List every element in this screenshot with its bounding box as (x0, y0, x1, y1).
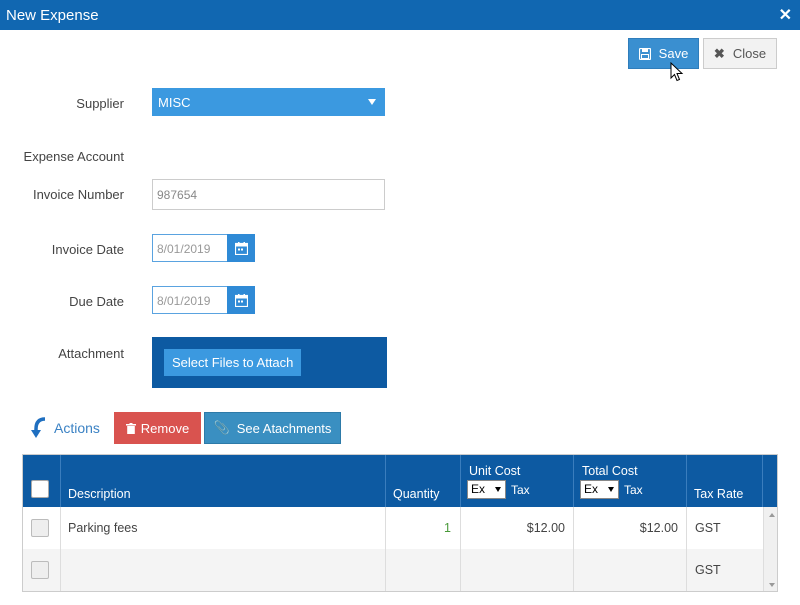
caret-down-icon (368, 99, 376, 105)
save-button-label: Save (658, 46, 689, 61)
select-all-checkbox[interactable] (31, 480, 49, 498)
tax-rate-value: GST (695, 563, 721, 577)
quantity-value: 1 (444, 521, 451, 535)
due-date-label: Due Date (69, 294, 124, 309)
unit-cost-value: $12.00 (526, 521, 565, 535)
trash-icon (125, 422, 136, 434)
header-description[interactable]: Description (61, 455, 386, 507)
header-total-cost-label: Total Cost (582, 464, 638, 478)
supplier-select[interactable]: MISC (152, 88, 385, 116)
invoice-number-value: 987654 (157, 188, 198, 202)
expense-lines-grid: Description Quantity Unit Cost Ex Tax To… (22, 454, 778, 592)
header-tax-rate[interactable]: Tax Rate (687, 455, 763, 507)
invoice-date-input[interactable]: 8/01/2019 (152, 234, 227, 262)
mouse-pointer-icon (670, 62, 684, 82)
calendar-icon (234, 293, 248, 307)
see-attachments-button[interactable]: 📎 See Atachments (204, 412, 341, 444)
invoice-date-picker: 8/01/2019 (152, 234, 255, 262)
description-cell[interactable]: Parking fees (61, 507, 386, 549)
supplier-label: Supplier (76, 96, 124, 111)
description-value: Parking fees (68, 521, 138, 535)
total-cost-tax-label: Tax (624, 482, 643, 497)
actions-label: Actions (54, 420, 100, 436)
attachment-dropzone[interactable]: Select Files to Attach (152, 337, 387, 388)
invoice-number-input[interactable]: 987654 (152, 179, 385, 210)
tax-rate-value: GST (695, 521, 721, 535)
unit-cost-tax-mode: Ex Tax (467, 480, 530, 499)
unit-cost-cell[interactable]: $12.00 (461, 507, 574, 549)
header-unit-cost: Unit Cost Ex Tax (461, 455, 574, 507)
total-cost-tax-mode: Ex Tax (580, 480, 643, 499)
invoice-number-label: Invoice Number (32, 187, 124, 202)
tax-rate-cell[interactable]: GST (687, 549, 763, 591)
quantity-cell[interactable] (386, 549, 461, 591)
quantity-cell[interactable]: 1 (386, 507, 461, 549)
row-checkbox[interactable] (31, 519, 49, 537)
header-quantity-label: Quantity (393, 487, 440, 501)
row-select-cell (23, 507, 61, 549)
header-total-cost: Total Cost Ex Tax (574, 455, 687, 507)
actions-menu[interactable]: Actions (30, 417, 100, 439)
due-date-calendar-button[interactable] (227, 286, 255, 314)
unit-cost-tax-select[interactable]: Ex (467, 480, 506, 499)
due-date-input[interactable]: 8/01/2019 (152, 286, 227, 314)
caret-down-icon (495, 487, 501, 492)
total-cost-tax-select[interactable]: Ex (580, 480, 619, 499)
floppy-disk-icon (638, 47, 651, 60)
close-button[interactable]: ✖ Close (703, 38, 777, 69)
paperclip-icon: 📎 (213, 420, 230, 435)
remove-button[interactable]: Remove (114, 412, 201, 444)
header-quantity[interactable]: Quantity (386, 455, 461, 507)
due-date-value: 8/01/2019 (157, 294, 211, 308)
supplier-value: MISC (158, 95, 191, 110)
row-select-cell (23, 549, 61, 591)
unit-cost-tax-label: Tax (511, 482, 530, 497)
total-cost-cell[interactable]: $12.00 (574, 507, 687, 549)
times-icon: ✖ (713, 45, 725, 61)
total-cost-tax-select-value: Ex (584, 482, 599, 496)
header-unit-cost-label: Unit Cost (469, 464, 521, 478)
invoice-date-label: Invoice Date (51, 242, 124, 257)
grid-header: Description Quantity Unit Cost Ex Tax To… (23, 455, 777, 507)
calendar-icon (234, 241, 248, 255)
total-cost-value: $12.00 (639, 521, 678, 535)
close-icon[interactable]: ✕ (778, 7, 792, 24)
table-row[interactable]: Parking fees 1 $12.00 $12.00 GST (23, 507, 763, 549)
unit-cost-tax-select-value: Ex (471, 482, 486, 496)
total-cost-cell[interactable] (574, 549, 687, 591)
due-date-picker: 8/01/2019 (152, 286, 255, 314)
close-button-label: Close (732, 46, 767, 61)
expense-account-label: Expense Account (23, 149, 124, 164)
header-description-label: Description (68, 487, 131, 501)
attachment-label: Attachment (58, 346, 124, 361)
invoice-date-calendar-button[interactable] (227, 234, 255, 262)
caret-down-icon (608, 487, 614, 492)
remove-button-label: Remove (140, 420, 190, 436)
dialog-title-bar: New Expense ✕ (0, 0, 800, 30)
save-button[interactable]: Save (628, 38, 699, 69)
description-cell[interactable] (61, 549, 386, 591)
see-attachments-label: See Atachments (236, 420, 332, 436)
table-row[interactable]: GST (23, 549, 763, 591)
tax-rate-cell[interactable]: GST (687, 507, 763, 549)
unit-cost-cell[interactable] (461, 549, 574, 591)
scroll-down-icon[interactable] (769, 583, 775, 587)
header-select-all (23, 455, 61, 507)
invoice-date-value: 8/01/2019 (157, 242, 211, 256)
curved-arrow-down-icon (31, 417, 46, 438)
select-files-button[interactable]: Select Files to Attach (164, 349, 302, 376)
row-checkbox[interactable] (31, 561, 49, 579)
grid-scrollbar[interactable] (763, 507, 777, 591)
dialog-title: New Expense (6, 7, 99, 24)
scroll-up-icon[interactable] (769, 513, 775, 517)
header-tax-rate-label: Tax Rate (694, 487, 744, 501)
